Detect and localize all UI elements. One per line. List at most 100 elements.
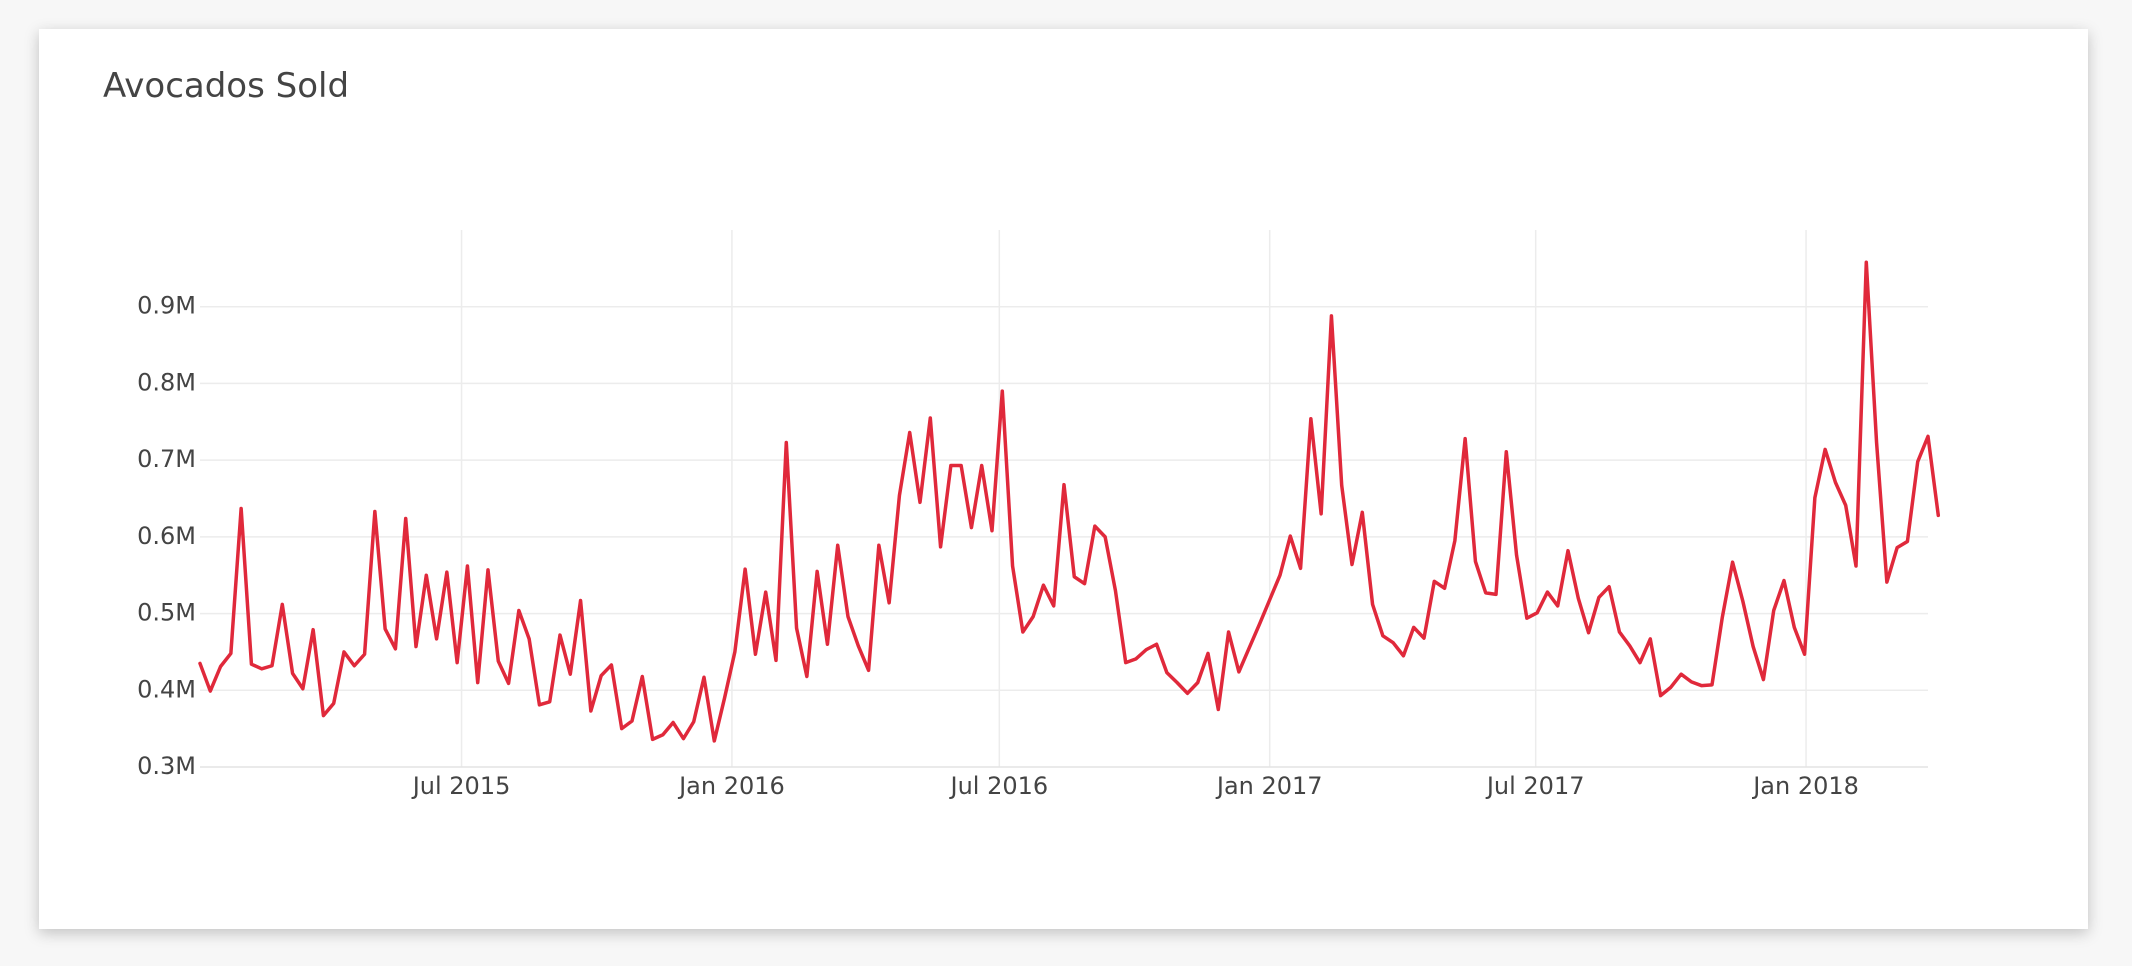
data-point[interactable] bbox=[1340, 483, 1344, 487]
data-point[interactable] bbox=[795, 626, 799, 630]
data-point[interactable] bbox=[1844, 503, 1848, 507]
data-point[interactable] bbox=[229, 651, 233, 655]
data-point[interactable] bbox=[1916, 460, 1920, 464]
data-point[interactable] bbox=[1689, 680, 1693, 684]
data-point[interactable] bbox=[342, 650, 346, 654]
data-point[interactable] bbox=[1103, 535, 1107, 539]
data-point[interactable] bbox=[589, 709, 593, 713]
data-point[interactable] bbox=[1885, 580, 1889, 584]
data-point[interactable] bbox=[908, 431, 912, 435]
data-point[interactable] bbox=[939, 545, 943, 549]
data-point[interactable] bbox=[1412, 625, 1416, 629]
data-point[interactable] bbox=[1875, 440, 1879, 444]
data-point[interactable] bbox=[1545, 590, 1549, 594]
data-point[interactable] bbox=[1000, 389, 1004, 393]
data-point[interactable] bbox=[1617, 630, 1621, 634]
data-point[interactable] bbox=[651, 737, 655, 741]
data-point[interactable] bbox=[825, 642, 829, 646]
data-point[interactable] bbox=[764, 590, 768, 594]
data-point[interactable] bbox=[1381, 634, 1385, 638]
data-point[interactable] bbox=[815, 569, 819, 573]
data-point[interactable] bbox=[1566, 549, 1570, 553]
data-point[interactable] bbox=[517, 609, 521, 613]
data-point[interactable] bbox=[579, 599, 583, 603]
data-point[interactable] bbox=[1772, 609, 1776, 613]
data-point[interactable] bbox=[836, 543, 840, 547]
data-point[interactable] bbox=[1021, 630, 1025, 634]
data-point[interactable] bbox=[1731, 560, 1735, 564]
data-point[interactable] bbox=[1083, 582, 1087, 586]
data-point[interactable] bbox=[743, 567, 747, 571]
data-point[interactable] bbox=[424, 573, 428, 577]
data-point[interactable] bbox=[599, 674, 603, 678]
data-point[interactable] bbox=[208, 689, 212, 693]
data-point[interactable] bbox=[990, 529, 994, 533]
data-point[interactable] bbox=[1309, 417, 1313, 421]
data-point[interactable] bbox=[1206, 651, 1210, 655]
data-point[interactable] bbox=[1679, 672, 1683, 676]
data-point[interactable] bbox=[1185, 691, 1189, 695]
data-point[interactable] bbox=[1288, 534, 1292, 538]
data-point[interactable] bbox=[527, 637, 531, 641]
data-point[interactable] bbox=[877, 543, 881, 547]
data-point[interactable] bbox=[291, 671, 295, 675]
data-point[interactable] bbox=[661, 733, 665, 737]
data-point[interactable] bbox=[753, 652, 757, 656]
data-point[interactable] bbox=[1607, 585, 1611, 589]
data-point[interactable] bbox=[249, 662, 253, 666]
data-point[interactable] bbox=[918, 500, 922, 504]
data-point[interactable] bbox=[784, 440, 788, 444]
data-point[interactable] bbox=[733, 650, 737, 654]
data-point[interactable] bbox=[980, 464, 984, 468]
data-point[interactable] bbox=[1360, 510, 1364, 514]
data-point[interactable] bbox=[1792, 625, 1796, 629]
data-point[interactable] bbox=[1144, 648, 1148, 652]
data-point[interactable] bbox=[1494, 592, 1498, 596]
data-point[interactable] bbox=[1268, 598, 1272, 602]
data-point[interactable] bbox=[445, 570, 449, 574]
data-point[interactable] bbox=[1463, 437, 1467, 441]
data-point[interactable] bbox=[393, 647, 397, 651]
data-point[interactable] bbox=[1504, 450, 1508, 454]
data-point[interactable] bbox=[1720, 615, 1724, 619]
data-point[interactable] bbox=[1782, 579, 1786, 583]
data-point[interactable] bbox=[270, 664, 274, 668]
data-point[interactable] bbox=[1257, 622, 1261, 626]
data-point[interactable] bbox=[1350, 562, 1354, 566]
data-point[interactable] bbox=[712, 739, 716, 743]
data-point[interactable] bbox=[1155, 642, 1159, 646]
data-point[interactable] bbox=[1648, 637, 1652, 641]
data-point[interactable] bbox=[1432, 579, 1436, 583]
data-point[interactable] bbox=[321, 714, 325, 718]
data-point[interactable] bbox=[1823, 447, 1827, 451]
data-point[interactable] bbox=[1299, 566, 1303, 570]
data-point[interactable] bbox=[1597, 595, 1601, 599]
data-point[interactable] bbox=[301, 687, 305, 691]
data-point[interactable] bbox=[1011, 564, 1015, 568]
data-point[interactable] bbox=[1165, 671, 1169, 675]
data-point[interactable] bbox=[692, 720, 696, 724]
data-point[interactable] bbox=[949, 464, 953, 468]
data-point[interactable] bbox=[1926, 434, 1930, 438]
data-point[interactable] bbox=[928, 416, 932, 420]
data-point[interactable] bbox=[640, 674, 644, 678]
data-point[interactable] bbox=[1278, 573, 1282, 577]
data-point[interactable] bbox=[548, 700, 552, 704]
data-point[interactable] bbox=[1371, 602, 1375, 606]
data-point[interactable] bbox=[1803, 652, 1807, 656]
data-point[interactable] bbox=[1576, 596, 1580, 600]
data-point[interactable] bbox=[1391, 641, 1395, 645]
data-point[interactable] bbox=[1319, 512, 1323, 516]
data-point[interactable] bbox=[1124, 661, 1128, 665]
data-point[interactable] bbox=[1443, 586, 1447, 590]
data-point[interactable] bbox=[1196, 681, 1200, 685]
data-point[interactable] bbox=[486, 568, 490, 572]
data-point[interactable] bbox=[1905, 539, 1909, 543]
data-point[interactable] bbox=[609, 663, 613, 667]
data-point[interactable] bbox=[1247, 646, 1251, 650]
data-point[interactable] bbox=[846, 615, 850, 619]
data-point[interactable] bbox=[1401, 654, 1405, 658]
data-point[interactable] bbox=[1659, 694, 1663, 698]
data-point[interactable] bbox=[1227, 630, 1231, 634]
